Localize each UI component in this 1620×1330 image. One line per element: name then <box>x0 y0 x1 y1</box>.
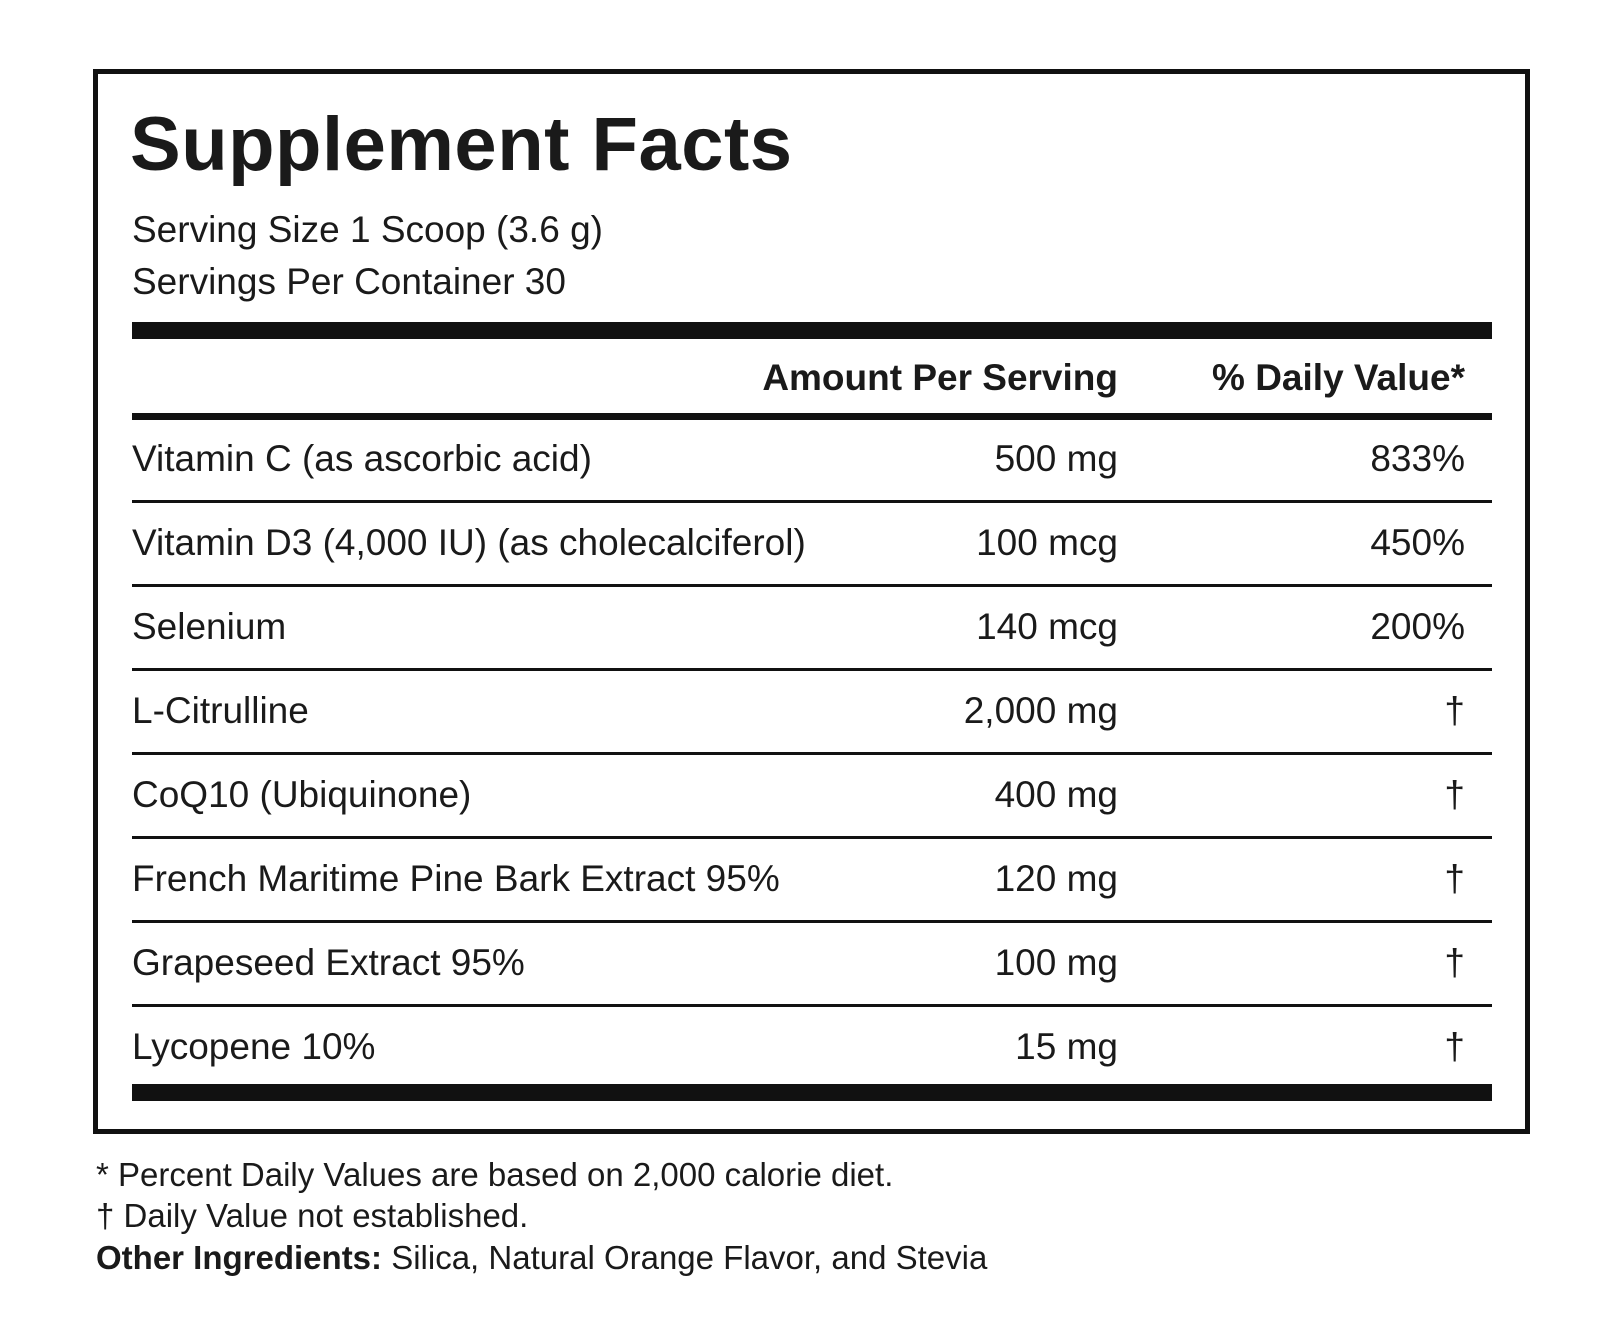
title: Supplement Facts <box>130 102 793 187</box>
footnote: * Percent Daily Values are based on 2,00… <box>96 1156 894 1193</box>
medium-rule <box>132 413 1492 420</box>
daily-value: † <box>1444 942 1465 983</box>
amount: 100 mcg <box>976 522 1118 563</box>
daily-value: † <box>1444 690 1465 731</box>
thick-rule <box>132 1084 1492 1101</box>
dv-header: % Daily Value* <box>1212 357 1465 398</box>
amount-header: Amount Per Serving <box>762 357 1118 398</box>
nutrient-name: Selenium <box>132 606 287 647</box>
nutrient-name: Vitamin C (as ascorbic acid) <box>132 438 592 479</box>
serving-size: Serving Size 1 Scoop (3.6 g) <box>132 209 603 250</box>
label-box <box>93 69 1530 1134</box>
amount: 120 mg <box>994 858 1118 899</box>
daily-value: 833% <box>1370 438 1465 479</box>
nutrient-name: Grapeseed Extract 95% <box>132 942 525 983</box>
daily-value: 450% <box>1370 522 1465 563</box>
row-rule <box>132 1004 1492 1007</box>
footnote: † Daily Value not established. <box>96 1197 529 1234</box>
amount: 400 mg <box>994 774 1118 815</box>
row-rule <box>132 668 1492 671</box>
nutrient-name: CoQ10 (Ubiquinone) <box>132 774 472 815</box>
row-rule <box>132 920 1492 923</box>
servings-per-container: Servings Per Container 30 <box>132 261 566 302</box>
row-rule <box>132 752 1492 755</box>
other-ingredients: Other Ingredients: Silica, Natural Orang… <box>96 1238 987 1278</box>
row-rule <box>132 584 1492 587</box>
daily-value: † <box>1444 1026 1465 1067</box>
nutrient-name: French Maritime Pine Bark Extract 95% <box>132 858 780 899</box>
daily-value: † <box>1444 774 1465 815</box>
daily-value: † <box>1444 858 1465 899</box>
nutrient-name: Vitamin D3 (4,000 IU) (as cholecalcifero… <box>132 522 806 563</box>
amount: 500 mg <box>994 438 1118 479</box>
daily-value: 200% <box>1370 606 1465 647</box>
other-ingredients-text: Silica, Natural Orange Flavor, and Stevi… <box>391 1239 988 1276</box>
amount: 140 mcg <box>976 606 1118 647</box>
nutrient-name: Lycopene 10% <box>132 1026 376 1067</box>
row-rule <box>132 836 1492 839</box>
amount: 2,000 mg <box>963 690 1118 731</box>
row-rule <box>132 500 1492 503</box>
nutrient-name: L-Citrulline <box>132 690 309 731</box>
other-ingredients-label: Other Ingredients: <box>96 1239 383 1276</box>
thick-rule <box>132 322 1492 339</box>
amount: 100 mg <box>994 942 1118 983</box>
amount: 15 mg <box>1015 1026 1118 1067</box>
